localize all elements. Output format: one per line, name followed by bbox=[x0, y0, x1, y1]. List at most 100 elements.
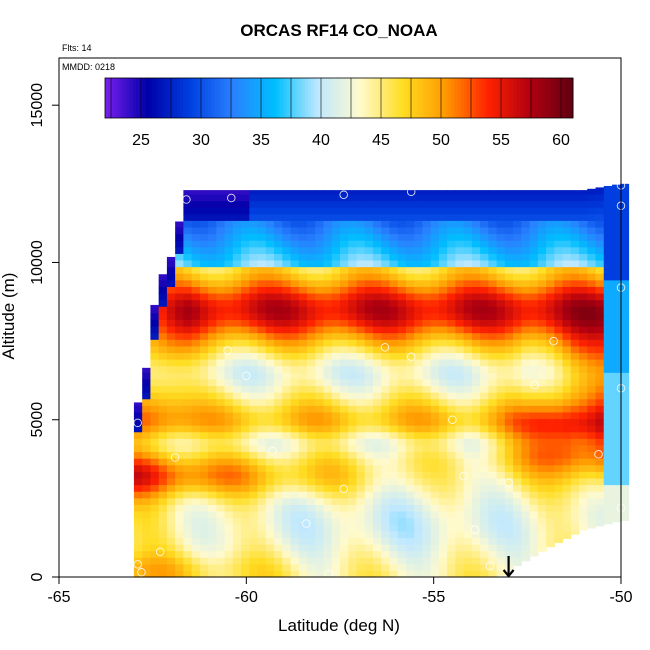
heatmap-cell bbox=[620, 392, 630, 400]
heatmap-cell bbox=[356, 266, 366, 274]
heatmap-cell bbox=[430, 332, 440, 340]
heatmap-cell bbox=[562, 491, 572, 499]
track-point bbox=[406, 187, 416, 196]
heatmap-cell bbox=[199, 458, 209, 466]
heatmap-cell bbox=[257, 497, 267, 505]
heatmap-cell bbox=[521, 497, 531, 505]
heatmap-cell bbox=[257, 190, 267, 195]
heatmap-cell bbox=[356, 497, 366, 505]
heatmap-cell bbox=[175, 530, 184, 538]
heatmap-cell bbox=[331, 491, 341, 499]
heatmap-cell bbox=[282, 200, 292, 208]
heatmap-cell bbox=[265, 392, 275, 400]
heatmap-cell bbox=[455, 477, 465, 486]
heatmap-cell bbox=[208, 458, 217, 466]
heatmap-cell bbox=[340, 510, 349, 519]
heatmap-cell bbox=[455, 359, 465, 367]
colorbar-swatch bbox=[183, 78, 187, 118]
heatmap-cell bbox=[224, 405, 234, 413]
heatmap-cell bbox=[241, 193, 250, 202]
heatmap-cell bbox=[158, 491, 168, 499]
track-point bbox=[339, 190, 348, 200]
heatmap-cell bbox=[430, 266, 440, 274]
heatmap-cell bbox=[612, 359, 621, 367]
heatmap-cell bbox=[232, 253, 242, 261]
heatmap-cell bbox=[537, 464, 547, 472]
heatmap-cell bbox=[208, 332, 217, 340]
heatmap-cell bbox=[463, 279, 473, 287]
heatmap-cell bbox=[356, 477, 366, 486]
heatmap-cell bbox=[513, 398, 522, 406]
heatmap-cell bbox=[307, 292, 316, 301]
heatmap-cell bbox=[504, 246, 514, 254]
x-tick-label: -60 bbox=[235, 589, 258, 606]
heatmap-cell bbox=[554, 359, 564, 367]
heatmap-cell bbox=[208, 273, 217, 281]
heatmap-cell bbox=[282, 563, 292, 571]
heatmap-cell bbox=[537, 444, 547, 453]
heatmap-cell bbox=[372, 200, 382, 208]
heatmap-cell bbox=[298, 491, 308, 499]
heatmap-cell bbox=[315, 325, 325, 334]
heatmap-cell bbox=[447, 557, 456, 565]
heatmap-cell bbox=[364, 405, 374, 413]
colorbar-swatch bbox=[435, 78, 440, 118]
heatmap-cell bbox=[315, 226, 325, 235]
heatmap-cell bbox=[340, 464, 349, 472]
heatmap-cell bbox=[504, 418, 514, 426]
heatmap-cell bbox=[430, 220, 440, 228]
heatmap-cell bbox=[455, 240, 465, 248]
heatmap-cell bbox=[183, 431, 193, 439]
x-tick-label: -50 bbox=[609, 589, 632, 606]
heatmap-cell bbox=[175, 451, 184, 459]
heatmap-cell bbox=[513, 451, 522, 459]
heatmap-cell bbox=[546, 405, 555, 413]
heatmap-cell bbox=[471, 259, 481, 268]
heatmap-cell bbox=[529, 365, 539, 373]
heatmap-cell bbox=[405, 398, 415, 406]
heatmap-cell bbox=[183, 233, 193, 241]
heatmap-cell bbox=[471, 491, 481, 499]
heatmap-cell bbox=[183, 193, 193, 202]
heatmap-cell bbox=[521, 273, 531, 281]
heatmap-cell bbox=[513, 543, 522, 552]
heatmap-cell bbox=[480, 266, 489, 274]
heatmap-cell bbox=[455, 319, 465, 327]
heatmap-cell bbox=[447, 213, 456, 221]
colorbar-tick-label: 25 bbox=[132, 132, 150, 149]
heatmap-cell bbox=[364, 226, 374, 235]
heatmap-cell bbox=[265, 365, 275, 373]
heatmap-cell bbox=[463, 325, 473, 334]
heatmap-cell bbox=[356, 240, 366, 248]
heatmap-cell bbox=[455, 365, 465, 373]
heatmap-cell bbox=[241, 220, 250, 228]
heatmap-cell bbox=[298, 477, 308, 486]
heatmap-cell bbox=[405, 207, 415, 215]
heatmap-cell bbox=[348, 491, 358, 499]
heatmap-cell bbox=[595, 365, 605, 373]
heatmap-cell bbox=[620, 325, 630, 334]
heatmap-cell bbox=[372, 392, 382, 400]
heatmap-cell bbox=[372, 477, 382, 486]
heatmap-cell bbox=[504, 240, 514, 248]
heatmap-cell bbox=[208, 220, 217, 228]
heatmap-cell bbox=[356, 451, 366, 459]
heatmap-cell bbox=[480, 246, 489, 254]
heatmap-cell bbox=[422, 213, 432, 221]
heatmap-cell bbox=[570, 491, 580, 499]
heatmap-cell bbox=[241, 570, 250, 578]
heatmap-cell bbox=[142, 405, 152, 413]
heatmap-cell bbox=[340, 504, 349, 512]
heatmap-cell bbox=[381, 365, 391, 373]
heatmap-cell bbox=[595, 266, 605, 274]
heatmap-cell bbox=[471, 266, 481, 274]
colorbar-swatch bbox=[441, 78, 446, 118]
heatmap-cell bbox=[447, 365, 456, 373]
heatmap-cell bbox=[587, 226, 597, 235]
heatmap-cell bbox=[257, 425, 267, 433]
heatmap-cell bbox=[282, 332, 292, 340]
heatmap-cell bbox=[356, 339, 366, 347]
heatmap-cell bbox=[579, 339, 588, 347]
heatmap-cell bbox=[595, 352, 605, 360]
heatmap-cell bbox=[488, 273, 498, 281]
